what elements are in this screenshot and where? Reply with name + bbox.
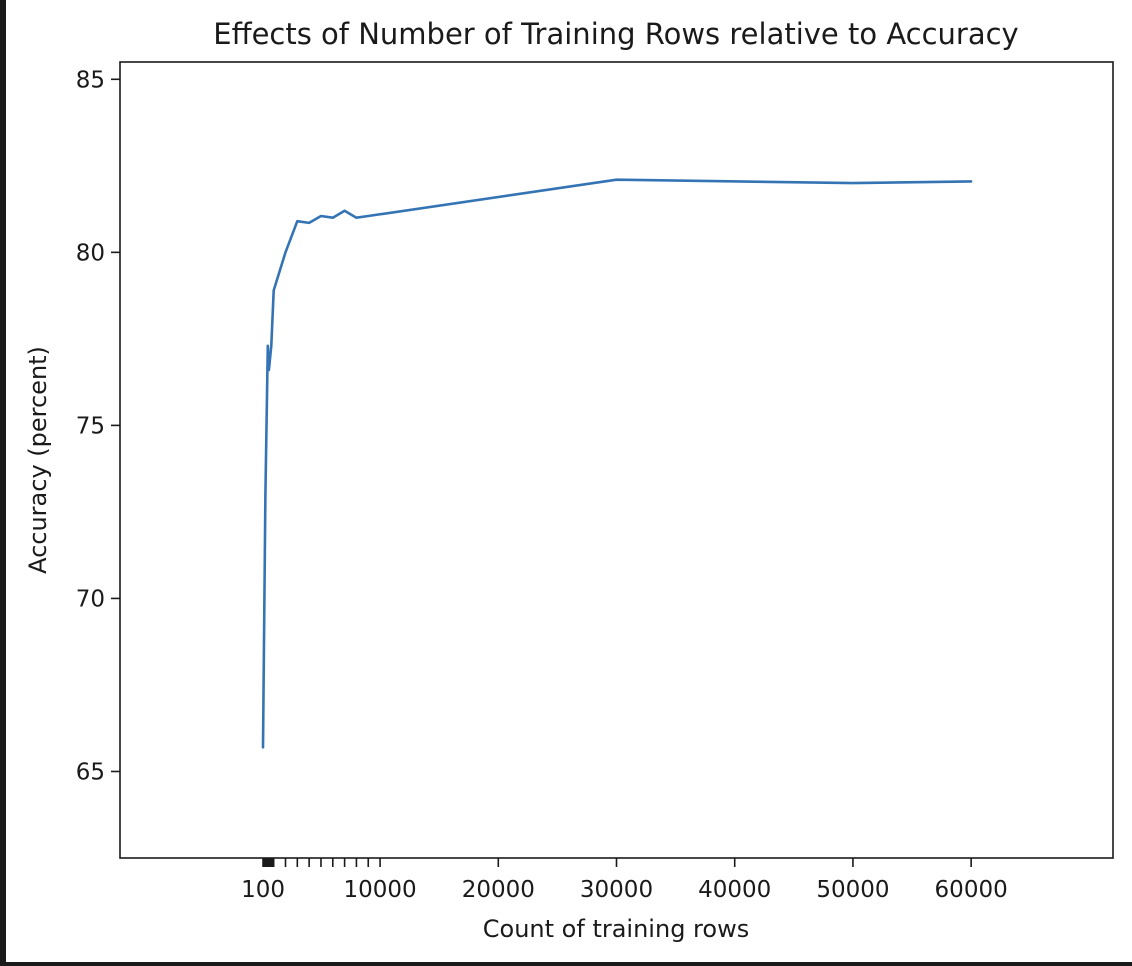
plot-area-frame bbox=[119, 61, 1114, 859]
x-tick-label: 40000 bbox=[698, 877, 771, 903]
x-tick-label: 100 bbox=[241, 877, 285, 903]
x-tick-label: 50000 bbox=[816, 877, 889, 903]
window-edge-bottom bbox=[0, 962, 1132, 966]
y-tick-label: 75 bbox=[76, 413, 105, 439]
x-tick-label: 20000 bbox=[462, 877, 535, 903]
y-axis: 65 70 75 80 85 bbox=[76, 67, 120, 785]
y-tick-label: 65 bbox=[76, 759, 105, 785]
x-tick-label: 60000 bbox=[935, 877, 1008, 903]
chart-title: Effects of Number of Training Rows relat… bbox=[213, 17, 1018, 51]
y-axis-label: Accuracy (percent) bbox=[24, 346, 52, 574]
x-axis: 100 10000 20000 30000 40000 50000 60000 bbox=[241, 858, 1008, 903]
x-tick-label: 30000 bbox=[580, 877, 653, 903]
y-tick-label: 85 bbox=[76, 67, 105, 93]
y-tick-label: 70 bbox=[76, 586, 105, 612]
x-axis-label: Count of training rows bbox=[483, 915, 749, 943]
window-edge-left bbox=[0, 0, 6, 966]
series-layer bbox=[261, 178, 973, 749]
series-line bbox=[261, 178, 973, 749]
x-tick-label: 10000 bbox=[343, 877, 416, 903]
y-tick-label: 80 bbox=[76, 240, 105, 266]
